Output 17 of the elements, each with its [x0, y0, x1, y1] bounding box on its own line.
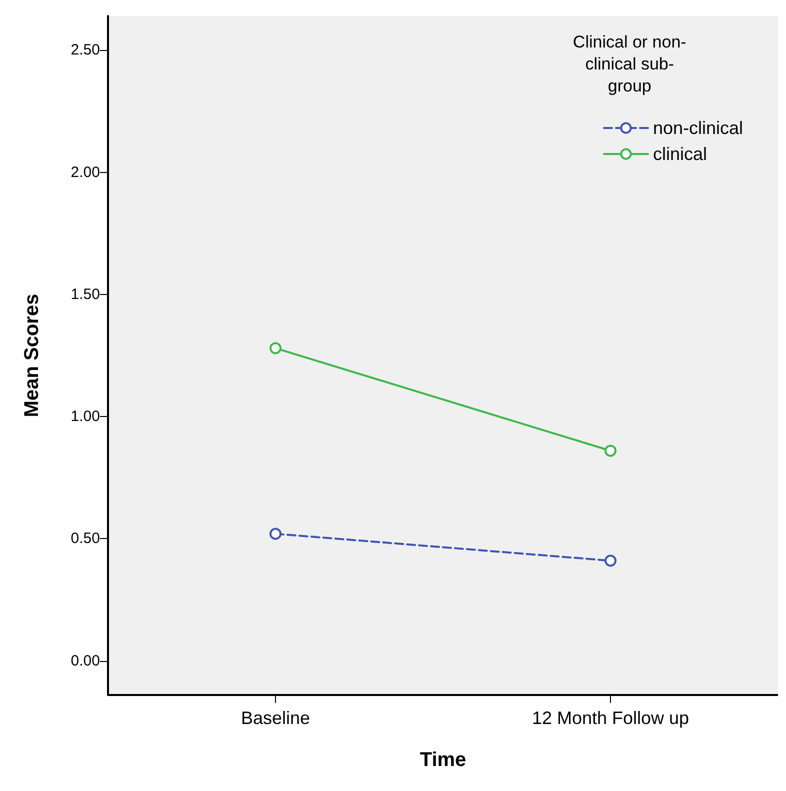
y-tick-label: 1.50	[70, 286, 100, 303]
x-tick-label: Baseline	[240, 708, 310, 728]
y-tick-label: 1.00	[70, 408, 100, 426]
legend-title: Clinical or non- clinical sub- group	[572, 32, 686, 96]
point	[270, 342, 282, 354]
x-axis-title: Time	[420, 749, 466, 771]
y-tick-label: 0.00	[70, 652, 100, 670]
legend-label: non-clinical	[652, 118, 744, 138]
x-tick-label: 12 Month Follow up	[532, 708, 690, 728]
point	[270, 528, 282, 540]
y-axis-title: Mean Scores	[21, 294, 43, 418]
point	[604, 444, 616, 457]
legend-label: clinical	[652, 144, 707, 164]
y-tick-label: 2.00	[70, 164, 100, 181]
y-tick-label: 0.50	[70, 530, 100, 548]
y-tick-label: 2.50	[70, 42, 100, 59]
point	[604, 554, 616, 567]
